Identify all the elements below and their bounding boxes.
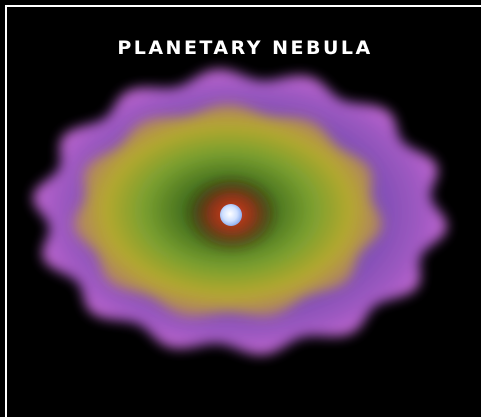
nebula	[33, 69, 447, 355]
title: PLANETARY NEBULA	[117, 37, 372, 59]
frame	[5, 5, 481, 417]
central-star	[220, 204, 242, 226]
